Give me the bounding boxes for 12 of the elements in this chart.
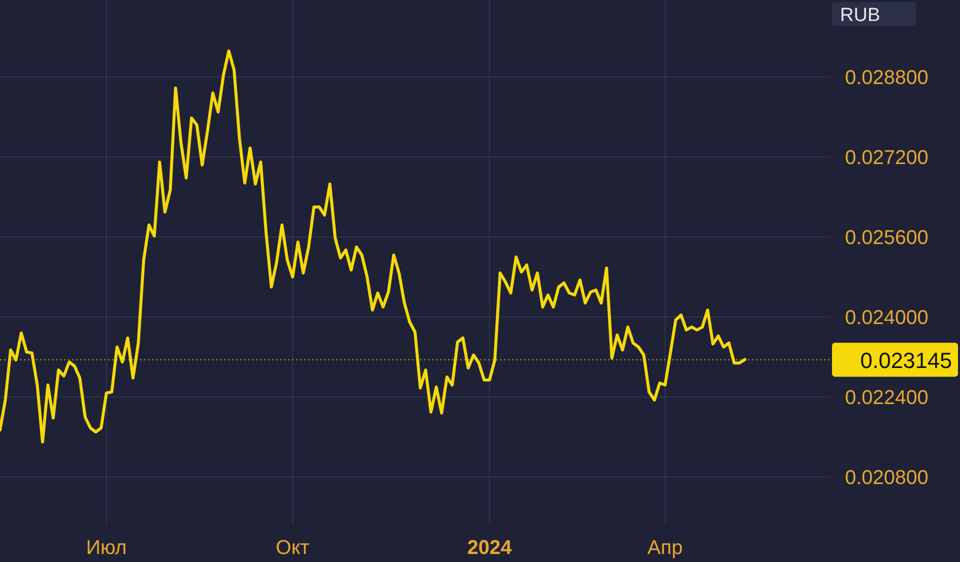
y-axis-title: RUB [840, 5, 880, 26]
x-tick-label: 2024 [467, 537, 513, 559]
y-tick-label: 0.028800 [845, 67, 928, 89]
y-tick-label: 0.025600 [845, 227, 928, 249]
y-tick-label: 0.027200 [845, 147, 928, 169]
y-tick-label: 0.024000 [845, 307, 928, 329]
ref-line-label: 0.023145 [860, 348, 952, 373]
x-tick-label: Окт [276, 537, 310, 559]
y-tick-label: 0.022400 [845, 387, 928, 409]
x-tick-label: Июл [86, 537, 127, 559]
y-tick-label: 0.020800 [845, 467, 928, 489]
x-tick-label: Апр [647, 537, 683, 559]
